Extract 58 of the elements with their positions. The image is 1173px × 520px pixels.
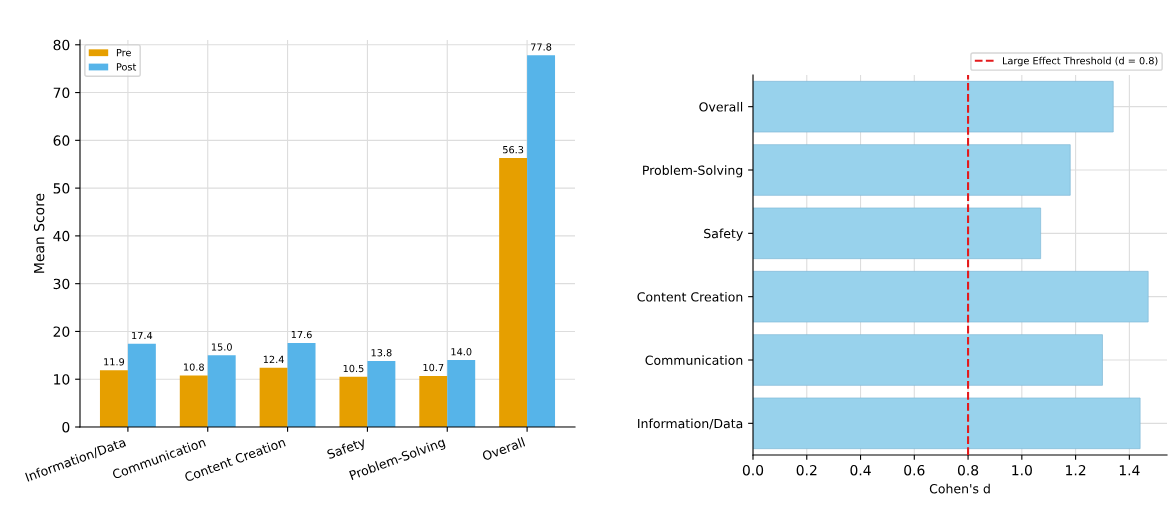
bar (753, 80, 1114, 133)
x-tick-label: 0.8 (957, 464, 979, 476)
y-tick-label: 60 (53, 135, 70, 146)
y-tick-label: 20 (53, 326, 70, 337)
legend-label: Pre (116, 49, 131, 57)
x-tick-label: 1.4 (1119, 465, 1140, 476)
y-tick-label: 40 (53, 230, 70, 242)
y-tick-label: Problem-Solving (643, 165, 743, 178)
bar (753, 334, 1103, 386)
bar (753, 207, 1041, 260)
y-tick-label: Content Creation (637, 291, 743, 302)
bar (179, 375, 208, 427)
bar (127, 343, 156, 427)
data-label: 12.4 (263, 355, 284, 363)
data-label: 15.0 (211, 343, 232, 351)
y-tick-label: 10 (54, 374, 70, 385)
bar (419, 375, 448, 427)
bar (753, 270, 1149, 323)
bar (367, 361, 396, 427)
x-tick-label: 1.2 (1066, 464, 1086, 476)
data-label: 11.9 (104, 358, 125, 366)
data-label: 10.5 (343, 364, 364, 373)
y-tick-label: Safety (704, 228, 743, 241)
data-label: 10.7 (423, 363, 444, 372)
x-tick-label: 0.2 (796, 464, 817, 476)
x-tick-label: 0.4 (850, 464, 871, 476)
y-axis-title: Mean Score (33, 193, 45, 273)
bar (287, 342, 316, 427)
bar (259, 367, 288, 427)
data-label: 56.3 (503, 146, 524, 154)
data-label: 13.8 (371, 349, 392, 357)
bar (499, 158, 528, 427)
y-tick-label: 30 (53, 278, 70, 290)
bar (753, 397, 1141, 450)
y-tick-label: 70 (53, 87, 70, 99)
bar (753, 144, 1071, 196)
data-label: 17.6 (291, 330, 312, 339)
bar (99, 370, 128, 427)
x-tick-label: 1.0 (1012, 464, 1032, 476)
data-label: 10.8 (184, 363, 204, 371)
x-tick-label: 0.0 (742, 464, 764, 476)
bar (207, 355, 236, 427)
y-tick-label: Communication (645, 355, 743, 365)
x-axis-title: Cohen's d (929, 483, 990, 494)
y-tick-label: Information/Data (638, 418, 743, 430)
data-label: 14.0 (451, 348, 472, 356)
data-label: 77.8 (531, 43, 552, 51)
y-tick-label: Overall (699, 101, 743, 112)
y-tick-label: 80 (53, 39, 70, 51)
y-tick-label: 50 (53, 183, 70, 194)
bar (527, 55, 556, 427)
bar (447, 360, 476, 427)
legend-label: Post (116, 63, 137, 71)
x-tick-label: 0.6 (904, 464, 925, 476)
y-tick-label: 0 (62, 421, 70, 433)
data-label: 17.4 (132, 331, 153, 340)
bar (339, 376, 368, 427)
legend-label: Large Effect Threshold (d = 0.8) (1003, 56, 1158, 67)
